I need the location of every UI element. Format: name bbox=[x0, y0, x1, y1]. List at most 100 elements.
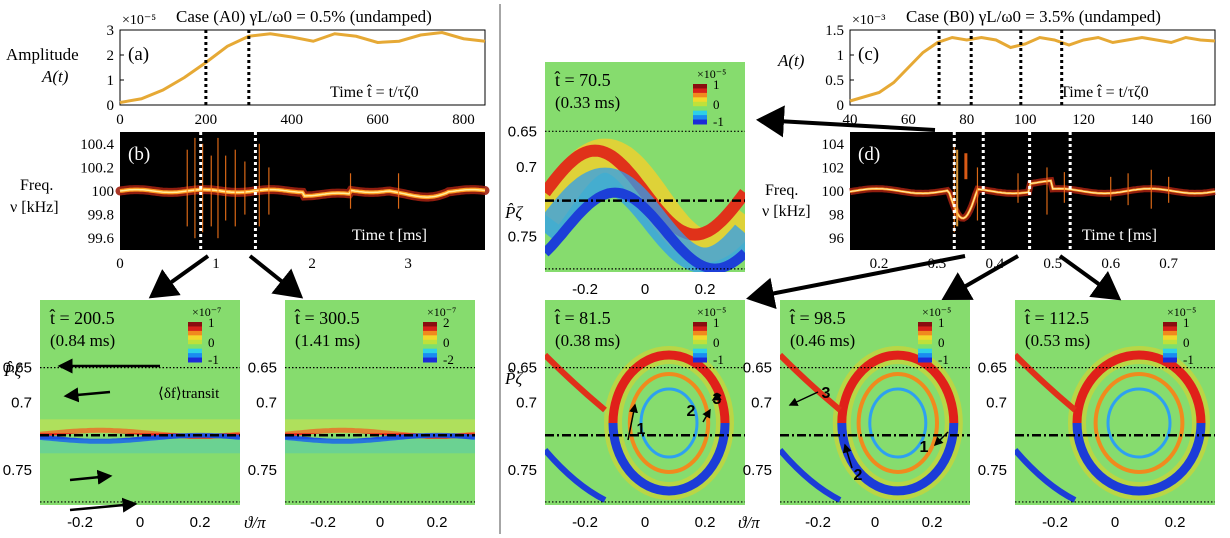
spectrum-ridge-core bbox=[119, 188, 486, 198]
panel-letter: (b) bbox=[128, 144, 150, 165]
panel-a-amplitude: ×10⁻⁵ Case (A0) γL/ω0 = 0.5% (undamped) … bbox=[6, 7, 486, 128]
series-line-amplitude bbox=[849, 35, 1216, 103]
y-tick-label: 0.7 bbox=[516, 159, 537, 176]
colorbar-swatch bbox=[1163, 335, 1177, 341]
panel-letter: (c) bbox=[858, 44, 879, 65]
time-annotation: t̂ = 300.5 bbox=[294, 308, 359, 328]
colorbar-tick-label: 0 bbox=[713, 97, 720, 112]
colorbar-swatch bbox=[918, 348, 932, 354]
phase-panel-a2: ×10⁻⁷2 0 -2 t̂ = 300.5 (1.41 ms) 0.65 0.7 0.75 -… bbox=[248, 300, 475, 531]
phase-plot-area bbox=[545, 62, 745, 272]
phase-panel-b3: ×10⁻⁵1 0 -1 t̂ = 112.5 (0.53 ms) 0.65 0.7 0.75 -… bbox=[978, 300, 1215, 531]
colorbar-swatch bbox=[693, 92, 707, 98]
annotation-number: 2 bbox=[854, 467, 863, 484]
time-annotation-ms: (0.38 ms) bbox=[555, 331, 620, 350]
island-inner bbox=[1106, 387, 1172, 459]
x-tick-label: 0 bbox=[376, 514, 384, 531]
x-tick-label: 60 bbox=[901, 112, 916, 128]
colorbar-swatch bbox=[188, 357, 202, 363]
colorbar-swatch bbox=[918, 322, 932, 327]
x-tick-label: 0 bbox=[136, 514, 144, 531]
time-markers bbox=[204, 30, 251, 105]
colorbar-swatch bbox=[693, 101, 707, 107]
transit-label: ⟨δf⟩transit bbox=[158, 386, 220, 402]
panel-c-amplitude: ×10⁻³ Case (B0) γL/ω0 = 3.5% (undamped) … bbox=[777, 7, 1216, 128]
colorbar-swatch bbox=[693, 110, 707, 116]
time-annotation: t̂ = 112.5 bbox=[1024, 308, 1089, 328]
x-tick-label: 0.2 bbox=[922, 514, 943, 531]
colorbar-swatch bbox=[188, 344, 202, 350]
y-axis-label: Freq. bbox=[20, 177, 53, 194]
x-tick-label: 100 bbox=[1014, 112, 1037, 128]
colorbar-swatch bbox=[188, 326, 202, 332]
case-title: Case (B0) γL/ω0 = 3.5% (undamped) bbox=[906, 7, 1161, 26]
x-axis-label: Time t̂ = t/τζ0 bbox=[1060, 83, 1149, 101]
x-tick-label: -0.2 bbox=[572, 281, 598, 298]
y-tick-label: 0.75 bbox=[248, 462, 277, 479]
colorbar-swatch bbox=[188, 353, 202, 359]
y-ticks: 104 102 100 98 96 bbox=[822, 137, 845, 247]
perturbation-halo bbox=[40, 439, 240, 454]
annotation-arrow bbox=[627, 403, 638, 441]
colorbar-swatch bbox=[693, 339, 707, 345]
y-tick-label: 98 bbox=[829, 208, 844, 224]
y-tick-label: 96 bbox=[829, 231, 845, 247]
colorbar-swatch bbox=[918, 339, 932, 345]
plot-frame bbox=[849, 29, 1216, 106]
plot-frame bbox=[119, 29, 486, 106]
x-tick-label: 0.6 bbox=[1101, 256, 1120, 272]
colorbar-swatch bbox=[1163, 357, 1177, 363]
y-axis-label: P̂ζ bbox=[504, 203, 523, 222]
colorbar-tick-label: 1 bbox=[713, 77, 720, 92]
x-tick-label: 3 bbox=[404, 256, 412, 272]
phase-space-panels: ×10⁻⁷10-1t̂ = 200.5(0.84 ms)0.650.70.75-… bbox=[3, 62, 1215, 532]
time-annotation: t̂ = 200.5 bbox=[49, 308, 114, 328]
colorbar-swatch bbox=[693, 97, 707, 103]
phase-panel-b2: ×10⁻⁵10-1t̂ = 98.5(0.46 ms)0.650.70.75-0… bbox=[743, 300, 970, 531]
time-markers bbox=[952, 132, 1072, 250]
colorbar-tick-label: -1 bbox=[208, 352, 219, 367]
island-inner bbox=[639, 387, 699, 459]
colorbar-tick-label: 0 bbox=[443, 335, 450, 350]
island-inner bbox=[856, 372, 939, 474]
island-neighbor bbox=[545, 448, 607, 503]
y-tick-label: 0.75 bbox=[508, 462, 537, 479]
colorbar: ×10⁻⁵1 0 -1 bbox=[1163, 305, 1196, 367]
colorbar-swatch bbox=[423, 339, 437, 345]
x-ticks: 40 60 80 100 120 140 160 bbox=[843, 112, 1212, 128]
y-tick-label: 0.7 bbox=[256, 395, 277, 412]
annotation-number: 3 bbox=[822, 385, 831, 402]
y-tick-label: 0.65 bbox=[743, 360, 772, 377]
y-axis-label: Freq. bbox=[765, 182, 798, 199]
x-tick-label: 1 bbox=[212, 256, 220, 272]
colorbar-swatch bbox=[1163, 348, 1177, 354]
y-axis-label: A(t) bbox=[777, 51, 805, 70]
phase-plot-area bbox=[1015, 300, 1215, 505]
colorbar-swatch bbox=[693, 326, 707, 332]
x-tick-label: 0 bbox=[1111, 514, 1119, 531]
colorbar-swatch bbox=[423, 344, 437, 350]
time-markers bbox=[937, 30, 1064, 105]
x-axis-label: Time t [ms] bbox=[1082, 227, 1157, 244]
y-tick-label: 0 bbox=[107, 98, 115, 114]
y-axis-label: P̂ζ bbox=[3, 361, 22, 380]
perturbation-halo bbox=[40, 419, 240, 434]
y-tick-label: 100.2 bbox=[80, 160, 114, 176]
x-tick-label: -0.2 bbox=[572, 514, 598, 531]
colorbar-tick-label: -1 bbox=[713, 114, 724, 129]
x-axis-label: Time t [ms] bbox=[352, 227, 427, 244]
phase-panel-b1: ×10⁻⁵10-1t̂ = 81.5(0.38 ms)0.650.70.75-0… bbox=[508, 300, 745, 531]
colorbar-swatch bbox=[918, 353, 932, 359]
y-axis-label: P̂ζ bbox=[504, 369, 523, 388]
colorbar-swatch bbox=[693, 348, 707, 354]
colorbar-swatch bbox=[188, 335, 202, 341]
phase-background bbox=[285, 300, 475, 505]
x-tick-label: 0.5 bbox=[1043, 256, 1062, 272]
y-tick-label: 0.75 bbox=[978, 462, 1007, 479]
transit-arrow bbox=[63, 387, 111, 403]
x-tick-label: 140 bbox=[1131, 112, 1154, 128]
connector-arrow bbox=[756, 105, 936, 138]
x-ticks: 0 1 2 3 bbox=[116, 256, 412, 272]
y-tick-label: 0.75 bbox=[508, 228, 537, 245]
